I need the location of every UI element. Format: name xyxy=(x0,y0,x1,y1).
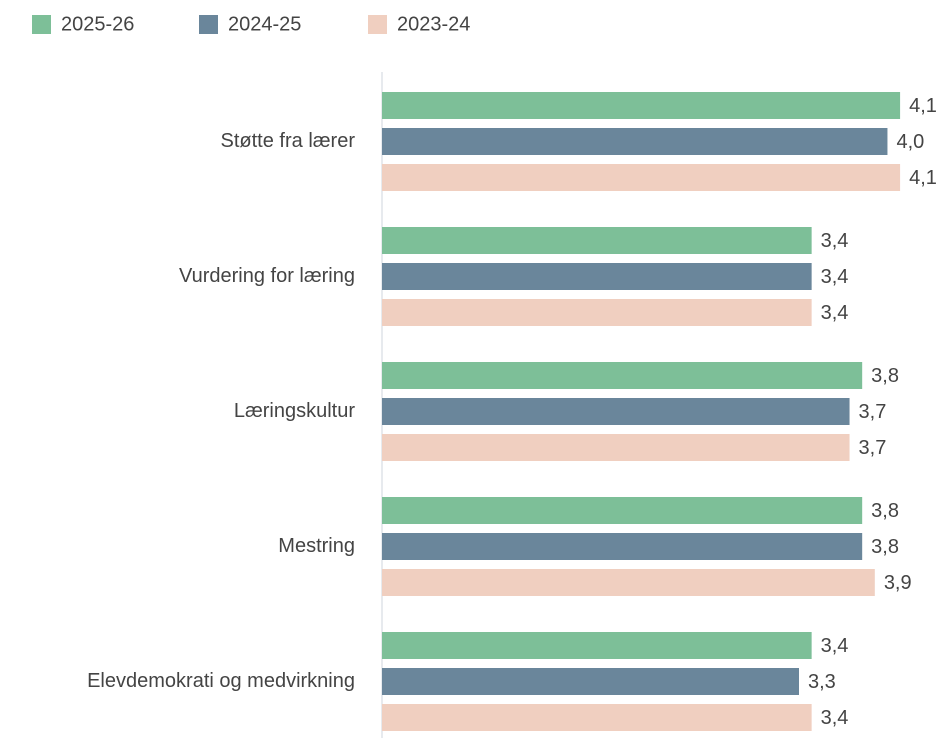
value-label: 3,3 xyxy=(808,671,836,693)
value-label: 3,4 xyxy=(821,635,849,657)
category-label: Mestring xyxy=(278,535,355,557)
bar xyxy=(382,362,863,389)
value-label: 3,4 xyxy=(821,230,849,252)
bar xyxy=(382,434,850,461)
legend-label: 2023-24 xyxy=(397,13,470,35)
bar xyxy=(382,704,812,731)
bar xyxy=(382,92,901,119)
value-label: 3,7 xyxy=(859,437,887,459)
value-label: 3,4 xyxy=(821,302,849,324)
value-label: 3,9 xyxy=(884,572,912,594)
legend-swatch xyxy=(32,15,51,34)
category-label: Vurdering for læring xyxy=(179,265,355,287)
value-label: 4,1 xyxy=(909,95,937,117)
legend-label: 2024-25 xyxy=(228,13,301,35)
legend-swatch xyxy=(368,15,387,34)
value-label: 3,4 xyxy=(821,266,849,288)
value-label: 3,4 xyxy=(821,707,849,729)
category-label: Støtte fra lærer xyxy=(221,130,356,152)
bar xyxy=(382,497,863,524)
value-label: 4,1 xyxy=(909,167,937,189)
value-label: 3,8 xyxy=(871,500,899,522)
bar xyxy=(382,128,888,155)
category-label: Læringskultur xyxy=(234,400,356,422)
bar xyxy=(382,227,812,254)
value-label: 3,8 xyxy=(871,536,899,558)
bar xyxy=(382,299,812,326)
legend-label: 2025-26 xyxy=(61,13,134,35)
bar xyxy=(382,263,812,290)
bar xyxy=(382,569,875,596)
value-label: 3,7 xyxy=(859,401,887,423)
bar xyxy=(382,164,901,191)
category-label: Elevdemokrati og medvirkning xyxy=(87,670,355,692)
value-label: 3,8 xyxy=(871,365,899,387)
bar xyxy=(382,398,850,425)
bar xyxy=(382,632,812,659)
bar xyxy=(382,668,799,695)
bar xyxy=(382,533,863,560)
legend-swatch xyxy=(199,15,218,34)
value-label: 4,0 xyxy=(896,131,924,153)
